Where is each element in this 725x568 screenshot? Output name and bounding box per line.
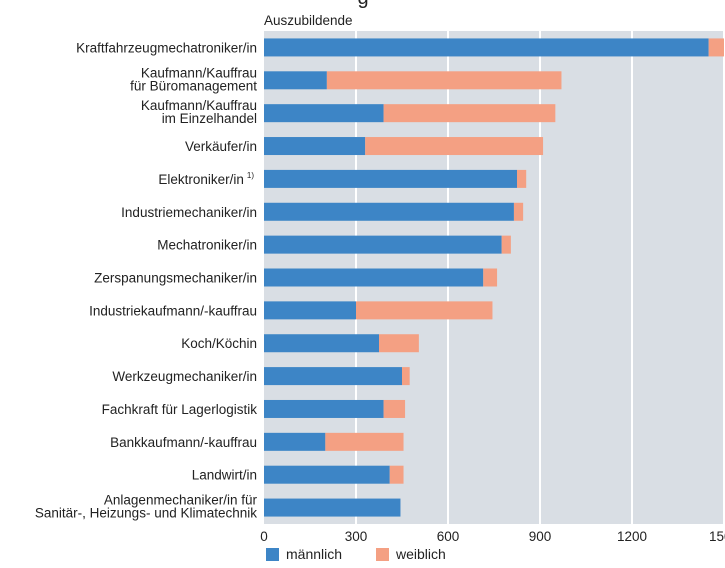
bar-maennlich-10: [264, 367, 402, 386]
bar-weiblich-1: [326, 71, 562, 90]
bar-maennlich-11: [264, 399, 384, 418]
category-label: Kaufmann/Kauffrau für Büromanagement: [130, 65, 257, 93]
category-label: Zerspanungsmechaniker/in: [94, 271, 257, 286]
bar-maennlich-2: [264, 104, 384, 123]
bar-maennlich-9: [264, 334, 379, 353]
x-tick-label: 1500: [709, 529, 725, 544]
bar-weiblich-0: [708, 38, 724, 57]
legend-swatch-weiblich: [376, 548, 389, 561]
bar-maennlich-7: [264, 268, 484, 287]
bar-maennlich-13: [264, 465, 390, 484]
bar-weiblich-12: [325, 432, 404, 451]
axis-title: Auszubildende: [264, 13, 353, 28]
category-label: Industriemechaniker/in: [121, 205, 257, 220]
category-label: Kaufmann/Kauffrau im Einzelhandel: [141, 98, 257, 126]
category-label: Verkäufer/in: [185, 139, 257, 154]
bar-weiblich-4: [517, 169, 527, 188]
bar-weiblich-6: [501, 235, 511, 254]
bar-maennlich-0: [264, 38, 709, 57]
category-label: Werkzeugmechaniker/in: [112, 369, 257, 384]
x-tick-label: 0: [260, 529, 268, 544]
bar-maennlich-3: [264, 137, 366, 156]
category-label: Bankkaufmann/-kauffrau: [110, 435, 257, 450]
bar-weiblich-2: [383, 104, 556, 123]
category-label: Industriekaufmann/-kauffrau: [89, 303, 257, 318]
bar-weiblich-11: [383, 399, 406, 418]
chart-title-fragment: g: [357, 0, 368, 9]
category-label: Landwirt/in: [192, 468, 257, 483]
bar-weiblich-8: [356, 301, 493, 320]
legend-label-maennlich: männlich: [286, 546, 342, 562]
category-label: Fachkraft für Lagerlogistik: [102, 402, 258, 417]
legend-label-weiblich: weiblich: [395, 546, 446, 562]
bar-maennlich-8: [264, 301, 356, 320]
bar-maennlich-6: [264, 235, 502, 254]
category-label: Elektroniker/in 1): [158, 171, 254, 187]
category-label: Anlagenmechaniker/in für Sanitär-, Heizun…: [35, 493, 258, 521]
category-label: Kraftfahrzeugmechatroniker/in: [76, 40, 257, 55]
bar-maennlich-14: [264, 498, 401, 517]
bar-weiblich-13: [389, 465, 404, 484]
legend-swatch-maennlich: [266, 548, 279, 561]
x-tick-label: 600: [437, 529, 460, 544]
bar-weiblich-7: [483, 268, 498, 287]
bar-maennlich-5: [264, 202, 514, 221]
x-tick-label: 1200: [617, 529, 647, 544]
category-label: Koch/Köchin: [181, 336, 257, 351]
bar-maennlich-4: [264, 169, 517, 188]
bar-weiblich-9: [379, 334, 419, 353]
bar-weiblich-10: [402, 367, 410, 386]
bar-maennlich-12: [264, 432, 326, 451]
x-tick-label: 300: [345, 529, 368, 544]
category-label: Mechatroniker/in: [157, 238, 257, 253]
bar-weiblich-3: [365, 137, 544, 156]
x-tick-label: 900: [529, 529, 552, 544]
bar-weiblich-5: [513, 202, 524, 221]
bar-maennlich-1: [264, 71, 327, 90]
